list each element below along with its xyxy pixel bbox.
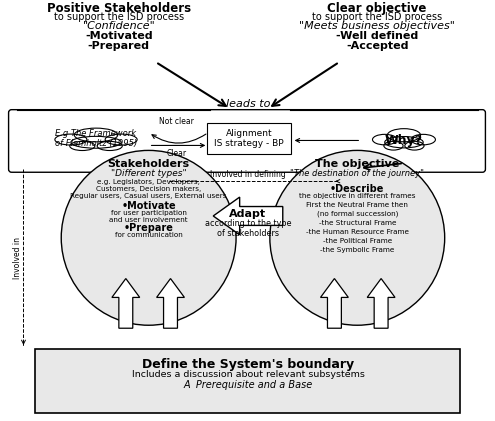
Ellipse shape (71, 136, 121, 148)
Text: -Prepared: -Prepared (88, 41, 150, 51)
FancyBboxPatch shape (207, 123, 291, 155)
Text: e.g. Legislators, Developers,
Customers, Decision makers,
Regular users, Casual : e.g. Legislators, Developers, Customers,… (70, 179, 227, 199)
FancyBboxPatch shape (8, 109, 486, 172)
Text: Alignment
IS strategy - BP: Alignment IS strategy - BP (214, 129, 284, 148)
Ellipse shape (97, 141, 122, 151)
Ellipse shape (373, 134, 397, 145)
Text: -the Symbolic Frame: -the Symbolic Frame (320, 247, 395, 253)
Text: for communication: for communication (115, 232, 183, 238)
Text: The objective: The objective (315, 159, 399, 169)
FancyBboxPatch shape (36, 349, 459, 413)
Text: Involved in defining: Involved in defining (210, 170, 286, 179)
Text: -the Political Frame: -the Political Frame (323, 238, 392, 244)
Text: to support the ISD process: to support the ISD process (312, 12, 442, 22)
Text: -Motivated: -Motivated (85, 31, 152, 41)
Text: Not clear: Not clear (159, 117, 194, 125)
Ellipse shape (105, 134, 137, 145)
Text: Positive Stakeholders: Positive Stakeholders (47, 3, 191, 16)
Text: •Describe: •Describe (330, 184, 385, 194)
Text: -the Human Resource Frame: -the Human Resource Frame (306, 229, 409, 235)
Ellipse shape (388, 129, 421, 142)
Text: (no formal succession): (no formal succession) (317, 211, 398, 218)
Text: "The destination of the journey": "The destination of the journey" (290, 169, 424, 178)
Ellipse shape (385, 136, 423, 148)
Ellipse shape (405, 141, 424, 150)
Text: Why?: Why? (385, 134, 423, 147)
Text: leads to: leads to (226, 99, 270, 109)
Text: Includes a discussion about relevant subsystems: Includes a discussion about relevant sub… (132, 370, 364, 379)
Text: A  Prerequisite and a Base: A Prerequisite and a Base (183, 380, 313, 390)
Text: •Motivate: •Motivate (121, 201, 176, 211)
Text: -the Structural Frame: -the Structural Frame (318, 220, 396, 226)
Text: Stakeholders: Stakeholders (107, 159, 190, 169)
Text: "Different types": "Different types" (111, 169, 187, 178)
Text: for user participation
and user involvement: for user participation and user involvem… (109, 210, 188, 223)
Circle shape (270, 150, 445, 325)
Polygon shape (112, 279, 140, 328)
Text: Define the System's boundary: Define the System's boundary (142, 358, 354, 371)
Text: Adapt: Adapt (230, 209, 267, 219)
Text: Clear: Clear (166, 149, 187, 158)
Polygon shape (367, 279, 395, 328)
Polygon shape (321, 279, 348, 328)
Text: "Meets business objectives": "Meets business objectives" (299, 21, 455, 31)
Text: "Confidence": "Confidence" (83, 21, 155, 31)
Text: First the Neutral Frame then: First the Neutral Frame then (306, 202, 408, 208)
Text: according to the type
of stakeholders: according to the type of stakeholders (205, 219, 291, 238)
Polygon shape (156, 279, 185, 328)
Text: •Prepare: •Prepare (124, 223, 174, 233)
Ellipse shape (55, 134, 87, 145)
Ellipse shape (411, 134, 436, 145)
Text: the objective in different frames: the objective in different frames (299, 193, 415, 199)
Polygon shape (213, 197, 283, 235)
Text: Clear objective: Clear objective (328, 3, 427, 16)
Ellipse shape (74, 128, 118, 142)
Text: E.g The Framework
of Flamholtz (1995): E.g The Framework of Flamholtz (1995) (55, 129, 137, 148)
Text: Involved in: Involved in (12, 237, 21, 279)
Circle shape (61, 150, 236, 325)
Text: -Accepted: -Accepted (346, 41, 408, 51)
Text: -Well defined: -Well defined (336, 31, 418, 41)
Ellipse shape (384, 141, 403, 150)
Ellipse shape (70, 141, 95, 151)
Text: to support the ISD process: to support the ISD process (54, 12, 184, 22)
